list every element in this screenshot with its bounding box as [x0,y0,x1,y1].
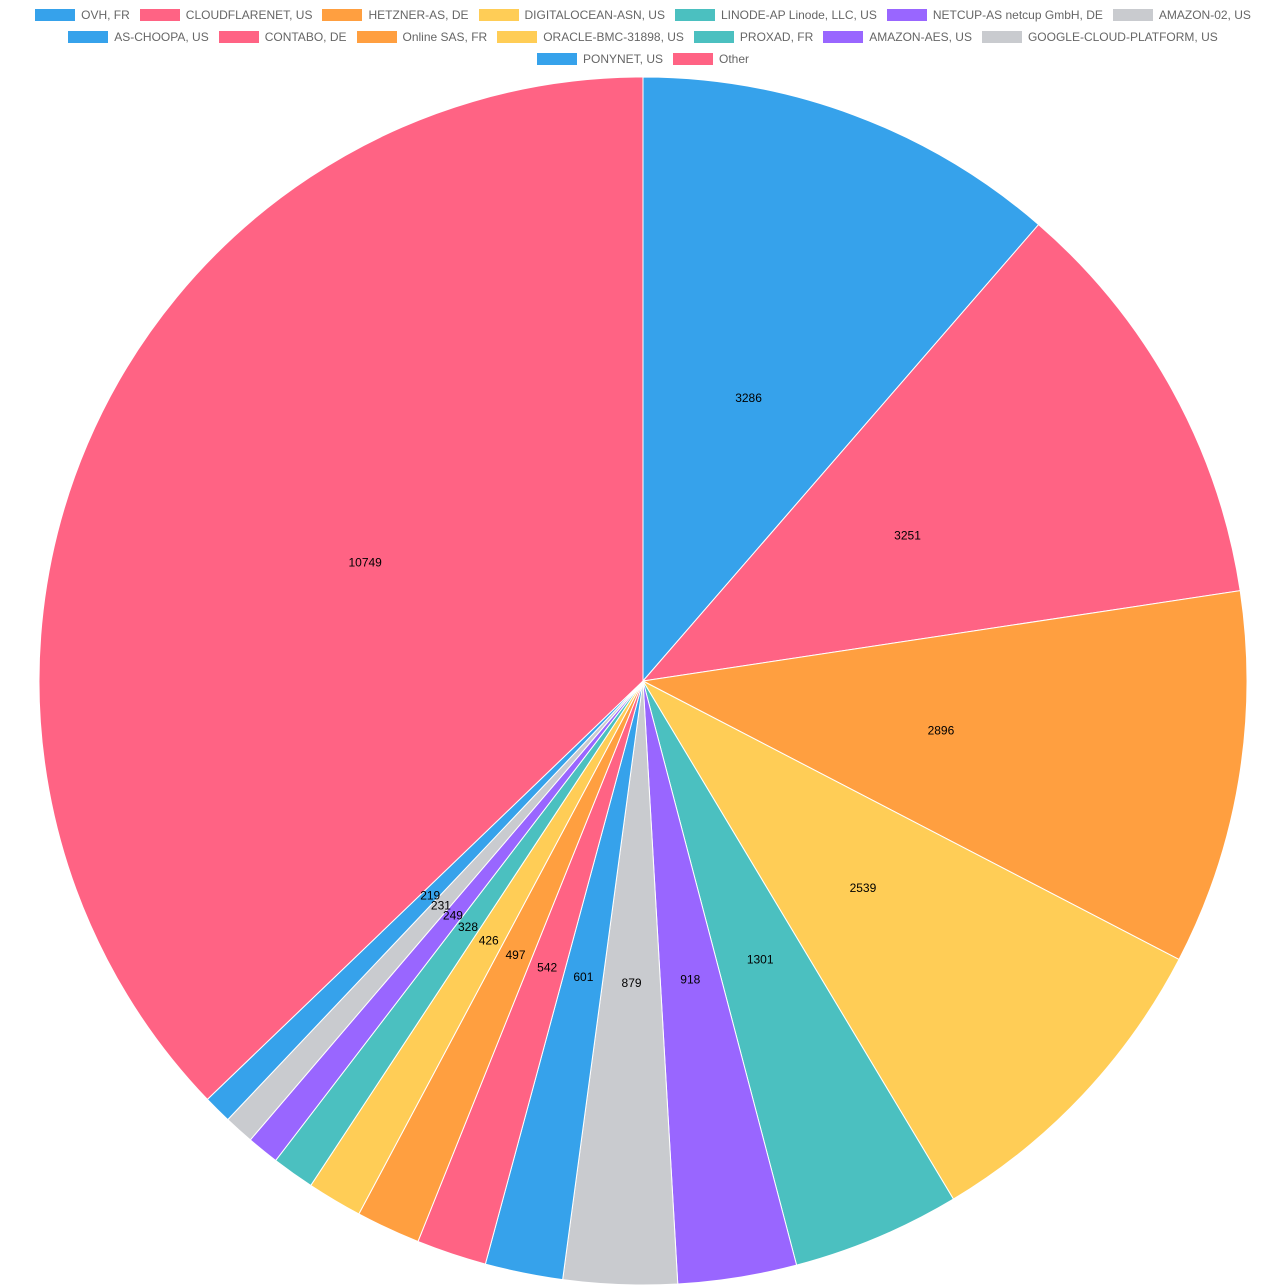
legend-item[interactable]: CONTABO, DE [218,28,347,46]
legend-item[interactable]: PROXAD, FR [693,28,814,46]
legend-item[interactable]: AMAZON-02, US [1112,6,1251,24]
legend-item[interactable]: OVH, FR [35,6,130,24]
pie-slice[interactable] [642,76,1040,683]
pie-slice[interactable] [641,679,1180,1200]
legend-label: NETCUP-AS netcup GmbH, DE [932,8,1103,22]
slice-value-label: 219 [420,888,440,902]
slice-value-label: 3286 [735,391,762,405]
slice-value-label: 231 [431,898,451,912]
legend-item[interactable]: CLOUDFLARENET, US [139,6,313,24]
slice-value-label: 249 [443,909,463,923]
legend-item[interactable]: Online SAS, FR [356,28,488,46]
legend-label: AMAZON-02, US [1158,8,1251,22]
pie-slice-labels: 3286 3251 2896 2539 1301 918 879 601 542 497 42632… [348,391,954,990]
legend-swatch [886,9,927,21]
legend-label: AS-CHOOPA, US [114,30,209,44]
pie-slice[interactable] [641,223,1241,682]
slice-value-label: 601 [573,970,593,984]
legend-item[interactable]: AS-CHOOPA, US [68,28,209,46]
legend-swatch [356,31,397,43]
legend-swatch [673,53,713,65]
legend-label: LINODE-AP Linode, LLC, US [720,8,877,22]
legend-swatch [536,53,577,65]
slice-value-label: 2896 [928,723,955,737]
legend-label: PONYNET, US [582,52,663,66]
legend-label: ORACLE-BMC-31898, US [543,30,684,44]
pie-slice[interactable] [642,680,955,1266]
legend-item[interactable]: HETZNER-AS, DE [322,6,469,24]
legend-item[interactable]: Other [673,50,749,68]
slice-value-label: 1301 [747,952,774,966]
legend-label: Other [719,52,750,66]
legend-label: OVH, FR [81,8,130,22]
legend-label: DIGITALOCEAN-ASN, US [524,8,665,22]
legend-item[interactable]: GOOGLE-CLOUD-PLATFORM, US [981,28,1218,46]
legend-label: CLOUDFLARENET, US [185,8,313,22]
legend-swatch [674,9,715,21]
slice-value-label: 426 [479,934,499,948]
legend-item[interactable]: AMAZON-AES, US [823,28,972,46]
slice-value-label: 497 [505,948,525,962]
legend-swatch [68,31,109,43]
pie-slice[interactable] [38,76,644,1101]
slice-value-label: 328 [458,920,478,934]
legend-swatch [1112,9,1153,21]
legend-label: Online SAS, FR [402,30,488,44]
chart-legend: OVH, FR CLOUDFLARENET, US HETZNER-AS, DE DI… [0,6,1286,68]
slice-value-label: 918 [680,972,700,986]
legend-label: HETZNER-AS, DE [368,8,469,22]
legend-item[interactable]: PONYNET, US [536,50,663,68]
legend-item[interactable]: DIGITALOCEAN-ASN, US [478,6,665,24]
legend-swatch [35,9,76,21]
legend-label: PROXAD, FR [739,30,814,44]
legend-swatch [981,31,1022,43]
slice-value-label: 10749 [348,556,382,570]
legend-label: GOOGLE-CLOUD-PLATFORM, US [1027,30,1218,44]
legend-item[interactable]: NETCUP-AS netcup GmbH, DE [886,6,1103,24]
legend-swatch [322,9,363,21]
legend-swatch [478,9,519,21]
slice-value-label: 542 [537,960,557,974]
legend-swatch [823,31,864,43]
legend-swatch [218,31,259,43]
slice-value-label: 879 [622,976,642,990]
legend-label: CONTABO, DE [264,30,347,44]
slice-value-label: 3251 [894,528,921,542]
pie-slice[interactable] [641,590,1248,961]
legend-item[interactable]: LINODE-AP Linode, LLC, US [674,6,877,24]
legend-swatch [693,31,734,43]
pie-slices [38,76,1248,1286]
slice-value-label: 2539 [850,881,877,895]
legend-label: AMAZON-AES, US [869,30,972,44]
legend-swatch [139,9,180,21]
legend-item[interactable]: ORACLE-BMC-31898, US [497,28,684,46]
legend-swatch [497,31,538,43]
